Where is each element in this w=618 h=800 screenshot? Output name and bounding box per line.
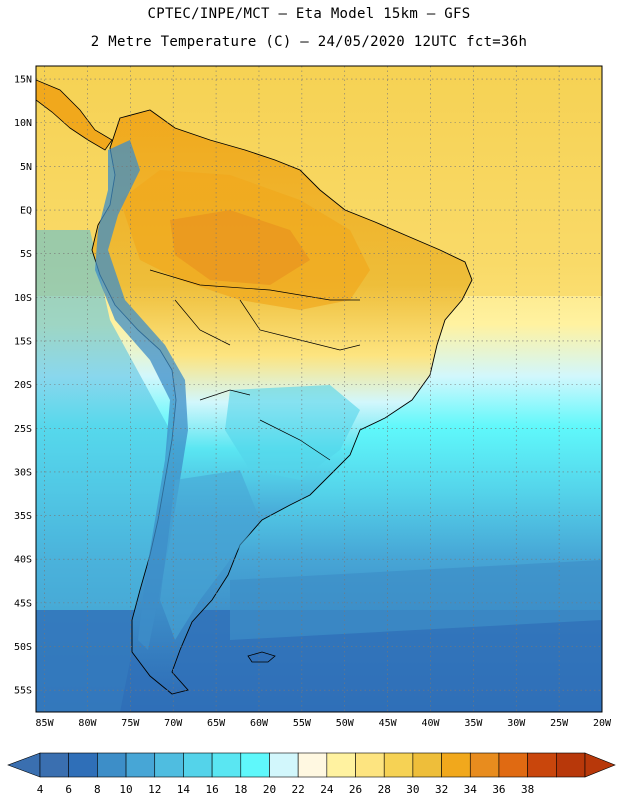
falkland-islands bbox=[247, 651, 276, 663]
colorbar-swatch bbox=[240, 752, 270, 778]
central-america-land bbox=[36, 79, 113, 151]
colorbar-swatch bbox=[125, 752, 156, 778]
lat-label: 45S bbox=[14, 598, 32, 609]
colorbar-swatch bbox=[469, 752, 500, 778]
pacific-cool-region bbox=[36, 230, 170, 712]
colorbar-swatch bbox=[154, 752, 184, 778]
lat-label: 55S bbox=[14, 686, 32, 697]
colorbar-swatch bbox=[441, 752, 471, 778]
lon-label: 70W bbox=[164, 718, 183, 729]
colorbar: 4 6 8 10 12 14 16 18 20 22 24 26 28 30 32 34 36 38 bbox=[7, 752, 616, 796]
colorbar-swatch bbox=[383, 752, 414, 778]
lat-label: 40S bbox=[14, 555, 32, 566]
colorbar-label: 36 bbox=[492, 783, 505, 796]
colorbar-label: 8 bbox=[94, 783, 101, 796]
longitude-labels: 85W 80W 75W 70W 65W 60W 55W 50W 45W 40W 35W 30W 25W 2… bbox=[36, 718, 612, 729]
lat-label: 25S bbox=[14, 424, 32, 435]
colorbar-label: 20 bbox=[263, 783, 276, 796]
lat-label: 10S bbox=[14, 293, 32, 304]
colorbar-label: 38 bbox=[521, 783, 534, 796]
colorbar-swatch bbox=[183, 752, 213, 778]
colorbar-label: 28 bbox=[378, 783, 391, 796]
colorbar-swatch bbox=[527, 752, 557, 778]
lon-label: 30W bbox=[507, 718, 526, 729]
latitude-labels: 15N 10N 5N EQ 5S 10S 15S 20S 25S 30S 35S 40S 45S 50S 5… bbox=[14, 75, 32, 697]
colorbar-label: 32 bbox=[435, 783, 448, 796]
lat-label: 20S bbox=[14, 380, 32, 391]
title-line-1: CPTEC/INPE/MCT — Eta Model 15km — GFS bbox=[147, 6, 471, 22]
colorbar-label: 34 bbox=[464, 783, 478, 796]
lat-label: 10N bbox=[14, 118, 32, 129]
colorbar-swatch bbox=[211, 752, 242, 778]
colorbar-swatch bbox=[498, 752, 528, 778]
country-borders bbox=[149, 269, 361, 461]
lon-label: 75W bbox=[121, 718, 140, 729]
colorbar-label: 14 bbox=[177, 783, 191, 796]
temperature-field bbox=[36, 66, 602, 712]
colorbar-swatch bbox=[556, 752, 586, 778]
lon-label: 65W bbox=[207, 718, 226, 729]
lon-label: 45W bbox=[379, 718, 398, 729]
lon-label: 55W bbox=[293, 718, 312, 729]
lon-label: 25W bbox=[550, 718, 569, 729]
patagonia-cool-region bbox=[160, 470, 260, 640]
lon-label: 35W bbox=[464, 718, 483, 729]
colorbar-swatch bbox=[412, 752, 442, 778]
colorbar-swatch bbox=[97, 752, 127, 778]
hottest-region bbox=[170, 210, 310, 285]
colorbar-swatch bbox=[39, 752, 69, 778]
lat-label: EQ bbox=[20, 206, 32, 217]
lat-label: 15S bbox=[14, 336, 32, 347]
colorbar-label: 26 bbox=[349, 783, 362, 796]
colorbar-label: 18 bbox=[234, 783, 247, 796]
lat-label: 30S bbox=[14, 467, 32, 478]
colorbar-label: 22 bbox=[292, 783, 305, 796]
lat-label: 5S bbox=[20, 249, 32, 260]
lon-label: 85W bbox=[36, 718, 55, 729]
colorbar-swatch bbox=[326, 752, 356, 778]
lon-label: 60W bbox=[250, 718, 269, 729]
colorbar-swatch bbox=[68, 752, 98, 778]
title-line-2: 2 Metre Temperature (C) — 24/05/2020 12U… bbox=[90, 34, 528, 50]
map-frame bbox=[35, 65, 603, 713]
lat-label: 15N bbox=[14, 75, 32, 86]
lon-label: 50W bbox=[336, 718, 355, 729]
colorbar-swatch bbox=[297, 752, 328, 778]
colorbar-swatch bbox=[269, 752, 299, 778]
south-atlantic-cool-region bbox=[230, 560, 602, 640]
colorbar-label: 6 bbox=[65, 783, 72, 796]
colorbar-label: 16 bbox=[205, 783, 218, 796]
lat-label: 35S bbox=[14, 511, 32, 522]
lat-label: 50S bbox=[14, 642, 32, 653]
colorbar-label: 30 bbox=[406, 783, 419, 796]
colorbar-label: 10 bbox=[119, 783, 132, 796]
lon-label: 20W bbox=[593, 718, 612, 729]
andes-cold-strip bbox=[95, 140, 188, 650]
colorbar-left-arrow bbox=[7, 752, 41, 778]
lon-label: 40W bbox=[421, 718, 440, 729]
colorbar-label: 24 bbox=[320, 783, 334, 796]
lon-label: 80W bbox=[78, 718, 97, 729]
colorbar-right-arrow bbox=[584, 752, 616, 778]
map-panel: 15N 10N 5N EQ 5S 10S 15S 20S 25S 30S 35S 40S 45S 50S 5… bbox=[14, 65, 612, 729]
lat-label: 5N bbox=[20, 162, 32, 173]
colorbar-label: 12 bbox=[148, 783, 161, 796]
colorbar-swatch bbox=[355, 752, 385, 778]
colorbar-label: 4 bbox=[37, 783, 44, 796]
